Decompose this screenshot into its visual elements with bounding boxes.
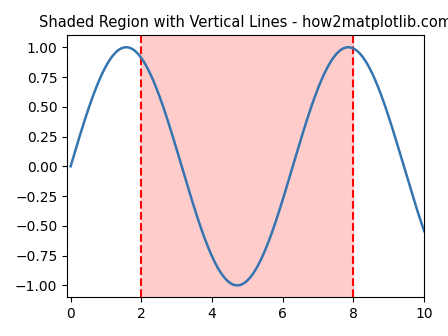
Title: Shaded Region with Vertical Lines - how2matplotlib.com: Shaded Region with Vertical Lines - how2… <box>39 15 448 30</box>
Bar <box>141 35 353 297</box>
